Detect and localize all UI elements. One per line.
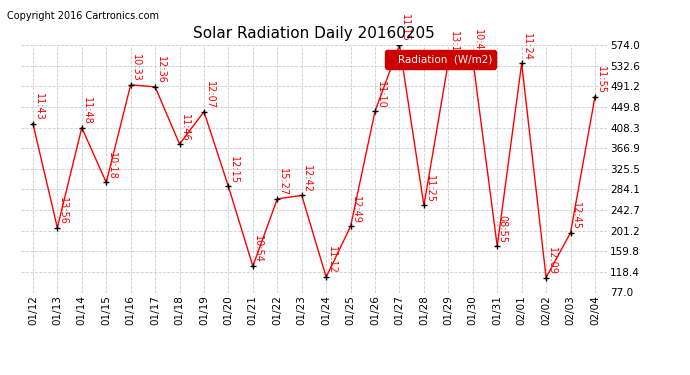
Text: 10:18: 10:18 [107, 152, 117, 180]
Text: 12:49: 12:49 [351, 196, 361, 223]
Text: 11:24: 11:24 [522, 33, 532, 61]
Text: 10:47: 10:47 [473, 29, 484, 57]
Text: 11:48: 11:48 [82, 97, 92, 125]
Text: Copyright 2016 Cartronics.com: Copyright 2016 Cartronics.com [7, 11, 159, 21]
Text: 11:25: 11:25 [424, 175, 435, 202]
Text: 11:43: 11:43 [34, 93, 43, 121]
Legend: Radiation  (W/m2): Radiation (W/m2) [386, 50, 496, 69]
Text: 11:12: 11:12 [327, 246, 337, 274]
Text: 12:42: 12:42 [302, 165, 313, 193]
Text: 12:45: 12:45 [571, 202, 581, 230]
Text: 12:07: 12:07 [204, 81, 215, 109]
Text: 11:46: 11:46 [180, 114, 190, 141]
Text: 10:54: 10:54 [253, 236, 264, 263]
Text: 13:56: 13:56 [58, 197, 68, 225]
Text: 12:15: 12:15 [229, 156, 239, 184]
Text: 11:10: 11:10 [375, 81, 386, 108]
Text: 08:55: 08:55 [497, 215, 508, 243]
Text: 10:33: 10:33 [131, 54, 141, 82]
Text: 12:09: 12:09 [546, 247, 557, 275]
Text: 11:15: 11:15 [400, 14, 410, 42]
Text: 11:55: 11:55 [595, 66, 606, 94]
Text: 15:27: 15:27 [278, 168, 288, 196]
Text: 12:36: 12:36 [156, 56, 166, 84]
Text: 13:11: 13:11 [449, 32, 459, 59]
Title: Solar Radiation Daily 20160205: Solar Radiation Daily 20160205 [193, 26, 435, 41]
